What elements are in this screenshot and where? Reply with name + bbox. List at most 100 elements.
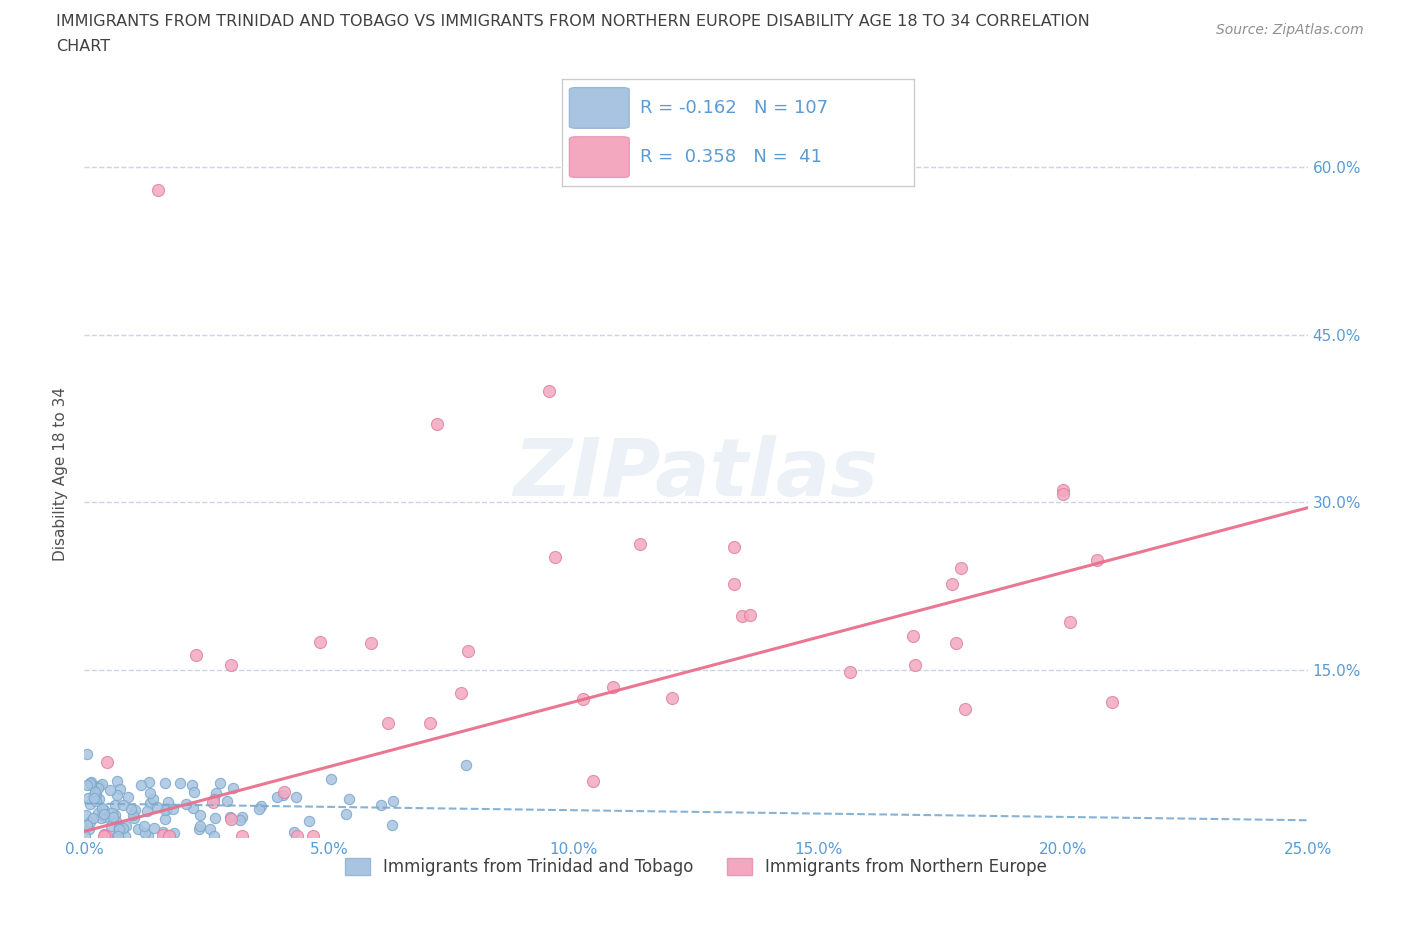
Point [153, 803, 176, 817]
Point [181, 777, 204, 792]
Point [100, 818, 122, 833]
Point [360, 635, 382, 650]
Text: IMMIGRANTS FROM TRINIDAD AND TOBAGO VS IMMIGRANTS FROM NORTHERN EUROPE DISABILIT: IMMIGRANTS FROM TRINIDAD AND TOBAGO VS I… [56, 14, 1090, 29]
Text: ZIPatlas: ZIPatlas [513, 435, 879, 513]
Point [112, 798, 135, 813]
Y-axis label: Disability Age 18 to 34: Disability Age 18 to 34 [53, 387, 69, 562]
Point [321, 772, 343, 787]
Point [86, 805, 108, 820]
Point [114, 829, 136, 844]
Point [105, 774, 128, 789]
Point [381, 817, 404, 832]
Point [181, 800, 204, 815]
Point [80, 777, 103, 792]
Point [271, 788, 294, 803]
Point [79, 815, 101, 830]
Point [90, 811, 112, 826]
Point [77, 822, 100, 837]
Text: R = -0.162   N = 107: R = -0.162 N = 107 [640, 99, 828, 117]
Point [142, 791, 165, 806]
Point [93, 806, 115, 821]
Point [124, 803, 146, 817]
Point [156, 794, 179, 809]
Point [159, 828, 181, 843]
Point [82, 789, 104, 804]
Point [1101, 695, 1123, 710]
Point [953, 701, 976, 716]
Point [79, 775, 101, 790]
Point [231, 810, 253, 825]
Point [202, 795, 225, 810]
Point [838, 665, 860, 680]
Point [538, 383, 561, 398]
Point [219, 658, 242, 672]
Point [104, 798, 127, 813]
Point [134, 826, 156, 841]
Point [169, 776, 191, 790]
Point [108, 821, 131, 836]
Point [202, 791, 225, 806]
Point [950, 560, 973, 575]
Point [229, 812, 252, 827]
Point [91, 808, 114, 823]
Point [738, 608, 761, 623]
Point [93, 803, 115, 817]
Point [204, 811, 226, 826]
Point [188, 818, 211, 833]
FancyBboxPatch shape [569, 137, 630, 178]
Point [222, 780, 245, 795]
Point [108, 820, 131, 835]
Point [200, 821, 222, 836]
Point [1059, 615, 1081, 630]
Point [186, 647, 208, 662]
Point [450, 685, 472, 700]
Point [105, 788, 128, 803]
Point [1085, 552, 1108, 567]
Point [105, 829, 128, 844]
Point [93, 827, 115, 842]
Point [1052, 486, 1074, 501]
Text: CHART: CHART [56, 39, 110, 54]
Point [174, 797, 197, 812]
Point [157, 829, 180, 844]
Point [231, 829, 253, 844]
Point [628, 537, 651, 551]
Point [283, 825, 305, 840]
Point [91, 777, 114, 791]
Point [96, 754, 118, 769]
Point [426, 417, 449, 432]
Point [454, 758, 477, 773]
Point [134, 818, 156, 833]
Point [544, 550, 567, 565]
Point [163, 826, 186, 841]
Point [122, 807, 145, 822]
Point [76, 777, 98, 792]
Point [77, 790, 100, 805]
Point [457, 644, 479, 658]
Point [82, 810, 104, 825]
Point [138, 775, 160, 790]
Point [904, 658, 927, 672]
Point [202, 829, 225, 844]
Point [104, 808, 127, 823]
Point [419, 715, 441, 730]
Point [83, 791, 105, 806]
Point [94, 809, 117, 824]
Point [146, 182, 169, 197]
Point [250, 799, 273, 814]
Point [107, 829, 129, 844]
Point [370, 798, 392, 813]
Point [901, 629, 924, 644]
Point [84, 785, 107, 800]
Point [945, 636, 967, 651]
Point [73, 829, 96, 844]
Point [152, 828, 174, 843]
Point [120, 802, 142, 817]
Point [76, 817, 98, 832]
Point [204, 786, 226, 801]
Point [87, 781, 110, 796]
Point [208, 776, 231, 790]
Point [93, 829, 115, 844]
Point [152, 825, 174, 840]
Point [339, 791, 361, 806]
